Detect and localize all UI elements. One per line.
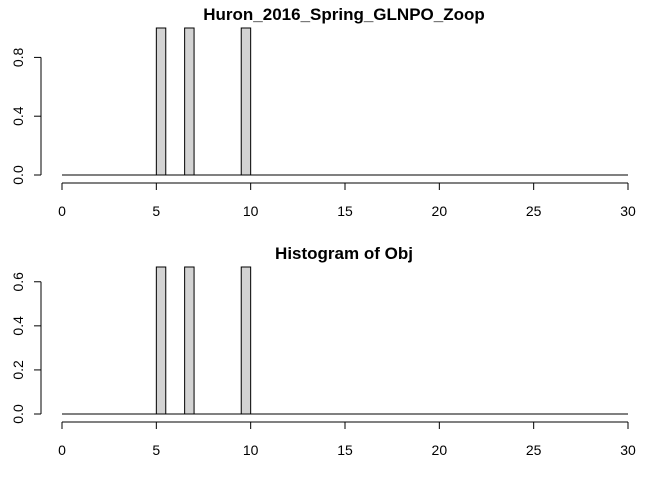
- chart-title: Huron_2016_Spring_GLNPO_Zoop: [203, 5, 485, 24]
- histogram-bar: [240, 27, 252, 176]
- x-tick-label: 5: [152, 442, 160, 458]
- histogram-bar: [240, 266, 252, 415]
- histogram-bar: [184, 266, 195, 415]
- histogram-bar: [155, 266, 167, 415]
- y-tick-label: 0.6: [10, 272, 26, 292]
- y-tick-label: 0.0: [10, 165, 26, 185]
- histogram-bar: [184, 27, 195, 176]
- y-tick-label: 0.4: [10, 316, 26, 336]
- x-tick-label: 30: [620, 442, 636, 458]
- x-tick-label: 0: [58, 203, 66, 219]
- x-tick-label: 10: [243, 442, 259, 458]
- y-tick-label: 0.4: [10, 106, 26, 126]
- y-tick-label: 0.0: [10, 404, 26, 424]
- y-tick-label: 0.2: [10, 360, 26, 380]
- panel-histogram: Histogram of Obj 0 5 10 15 20 25 30 0.0 0.2 0.4 0.…: [10, 244, 636, 458]
- x-tick-label: 30: [620, 203, 636, 219]
- x-tick-label: 15: [337, 203, 353, 219]
- chart-title: Histogram of Obj: [275, 244, 413, 263]
- panel-huron: Huron_2016_Spring_GLNPO_Zoop 0 5 10 15 20 25 3…: [10, 5, 636, 219]
- y-tick-label: 0.8: [10, 47, 26, 67]
- x-tick-label: 25: [526, 203, 542, 219]
- x-tick-label: 10: [243, 203, 259, 219]
- x-tick-label: 20: [432, 442, 448, 458]
- x-tick-label: 15: [337, 442, 353, 458]
- histogram-bar: [155, 27, 167, 176]
- x-tick-label: 20: [432, 203, 448, 219]
- x-tick-label: 25: [526, 442, 542, 458]
- x-tick-label: 5: [152, 203, 160, 219]
- x-tick-label: 0: [58, 442, 66, 458]
